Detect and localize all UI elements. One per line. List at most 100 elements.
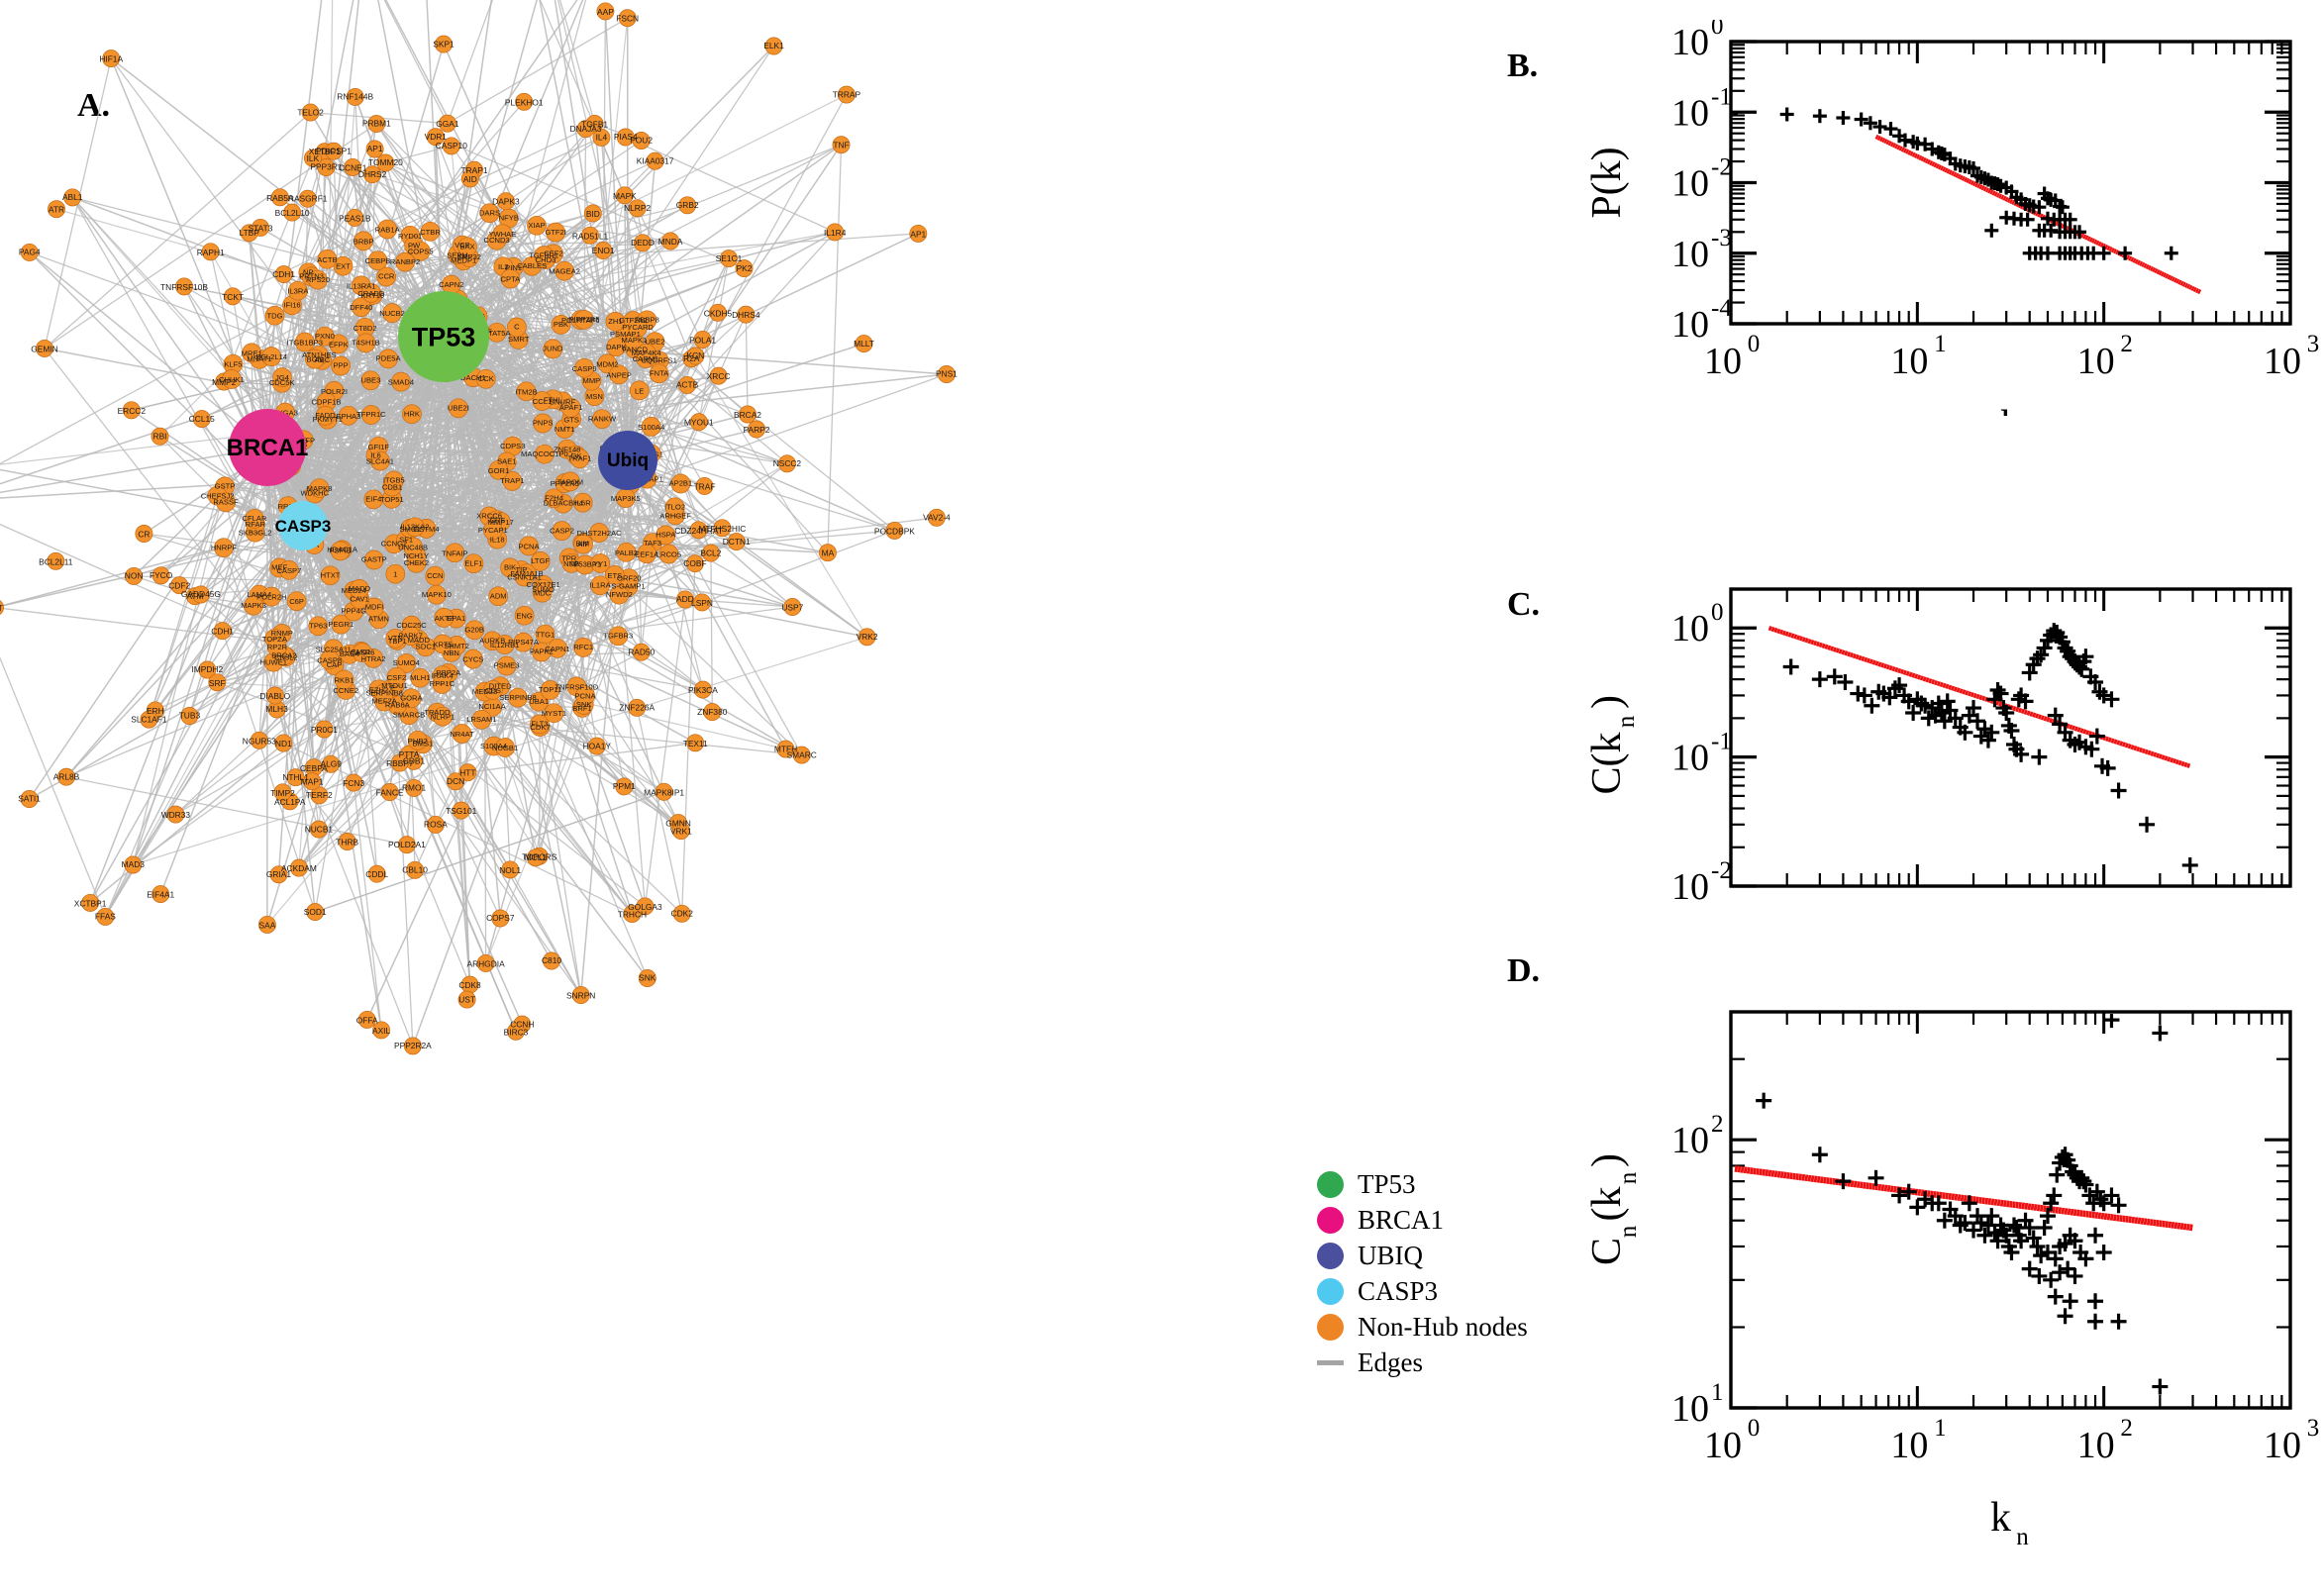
network-node[interactable]: [0, 599, 4, 616]
network-node[interactable]: [686, 347, 705, 365]
network-node[interactable]: [507, 1022, 525, 1041]
network-node[interactable]: [500, 557, 520, 578]
network-node[interactable]: [345, 773, 363, 792]
network-node[interactable]: [488, 459, 509, 480]
network-node[interactable]: [403, 537, 423, 557]
network-node[interactable]: [367, 250, 388, 271]
network-node[interactable]: [618, 9, 637, 28]
network-node[interactable]: [315, 326, 335, 347]
network-node[interactable]: [124, 855, 143, 874]
network-node[interactable]: [360, 370, 381, 391]
network-node[interactable]: [350, 579, 369, 599]
network-node[interactable]: [435, 35, 453, 53]
network-node[interactable]: [670, 473, 691, 494]
network-node[interactable]: [191, 585, 210, 604]
network-node[interactable]: [305, 349, 325, 369]
network-node[interactable]: [306, 903, 325, 922]
network-node[interactable]: [289, 858, 308, 877]
network-node[interactable]: [488, 586, 509, 607]
network-node[interactable]: [452, 724, 472, 744]
network-node[interactable]: [151, 427, 169, 446]
network-node[interactable]: [777, 454, 796, 473]
network-node[interactable]: [592, 409, 612, 430]
network-node[interactable]: [540, 680, 560, 700]
network-node[interactable]: [270, 188, 289, 207]
network-node[interactable]: [615, 777, 634, 796]
network-node[interactable]: [592, 128, 611, 147]
network-node[interactable]: [543, 339, 563, 359]
network-node[interactable]: [391, 371, 411, 392]
network-node[interactable]: [257, 915, 276, 934]
network-node[interactable]: [609, 364, 629, 385]
network-node[interactable]: [244, 595, 263, 616]
network-node[interactable]: [457, 237, 477, 257]
network-node[interactable]: [361, 405, 381, 425]
network-node[interactable]: [315, 406, 336, 426]
network-node[interactable]: [250, 731, 268, 749]
network-node[interactable]: [609, 584, 630, 605]
network-node[interactable]: [400, 626, 421, 647]
network-node[interactable]: [363, 165, 382, 184]
network-node[interactable]: [927, 508, 946, 527]
network-node[interactable]: [135, 525, 153, 543]
network-node[interactable]: [496, 655, 517, 676]
network-node[interactable]: [452, 801, 470, 820]
network-node[interactable]: [152, 566, 170, 585]
network-node[interactable]: [166, 805, 185, 824]
network-node[interactable]: [693, 331, 712, 349]
network-node[interactable]: [658, 544, 679, 564]
network-node[interactable]: [637, 544, 657, 564]
network-node[interactable]: [507, 317, 527, 338]
network-node[interactable]: [363, 549, 384, 570]
network-node[interactable]: [608, 626, 629, 647]
network-node[interactable]: [514, 605, 535, 626]
network-node[interactable]: [288, 280, 308, 301]
network-node[interactable]: [885, 521, 904, 540]
network-node[interactable]: [269, 865, 288, 884]
network-node[interactable]: [703, 703, 722, 722]
network-node[interactable]: [360, 283, 381, 303]
network-node[interactable]: [587, 737, 606, 755]
network-node[interactable]: [338, 833, 356, 850]
network-node[interactable]: [386, 666, 407, 687]
network-node[interactable]: [826, 223, 845, 242]
network-node[interactable]: [709, 366, 728, 385]
network-node[interactable]: [395, 251, 415, 272]
network-node[interactable]: [390, 753, 409, 772]
network-node[interactable]: [551, 315, 571, 335]
network-node[interactable]: [315, 720, 334, 739]
network-node[interactable]: [689, 521, 708, 540]
network-node[interactable]: [407, 730, 428, 750]
network-node[interactable]: [382, 303, 402, 323]
network-node[interactable]: [283, 203, 302, 222]
network-node[interactable]: [494, 635, 515, 654]
network-node[interactable]: [628, 317, 648, 338]
network-node[interactable]: [208, 673, 227, 692]
network-node[interactable]: [632, 643, 651, 661]
network-node[interactable]: [344, 157, 362, 176]
network-node[interactable]: [605, 312, 626, 332]
network-node[interactable]: [36, 339, 53, 357]
network-node[interactable]: [57, 767, 75, 786]
network-node[interactable]: [685, 554, 704, 573]
network-node[interactable]: [535, 444, 555, 464]
network-node[interactable]: [576, 120, 595, 139]
network-node[interactable]: [672, 904, 691, 923]
network-node[interactable]: [632, 132, 651, 150]
network-node[interactable]: [508, 687, 528, 708]
network-node[interactable]: [310, 786, 329, 805]
network-node[interactable]: [552, 521, 572, 541]
network-node[interactable]: [265, 686, 284, 705]
network-node[interactable]: [476, 953, 495, 972]
hub-node-brca1[interactable]: [229, 409, 306, 486]
network-node[interactable]: [693, 593, 711, 612]
network-node[interactable]: [47, 551, 65, 570]
network-node[interactable]: [748, 420, 765, 439]
network-node[interactable]: [527, 215, 547, 236]
network-node[interactable]: [242, 343, 262, 363]
network-node[interactable]: [501, 860, 520, 879]
network-node[interactable]: [457, 990, 476, 1009]
network-node[interactable]: [792, 746, 811, 764]
network-node[interactable]: [544, 703, 564, 724]
hub-node-tp53[interactable]: [398, 291, 489, 382]
